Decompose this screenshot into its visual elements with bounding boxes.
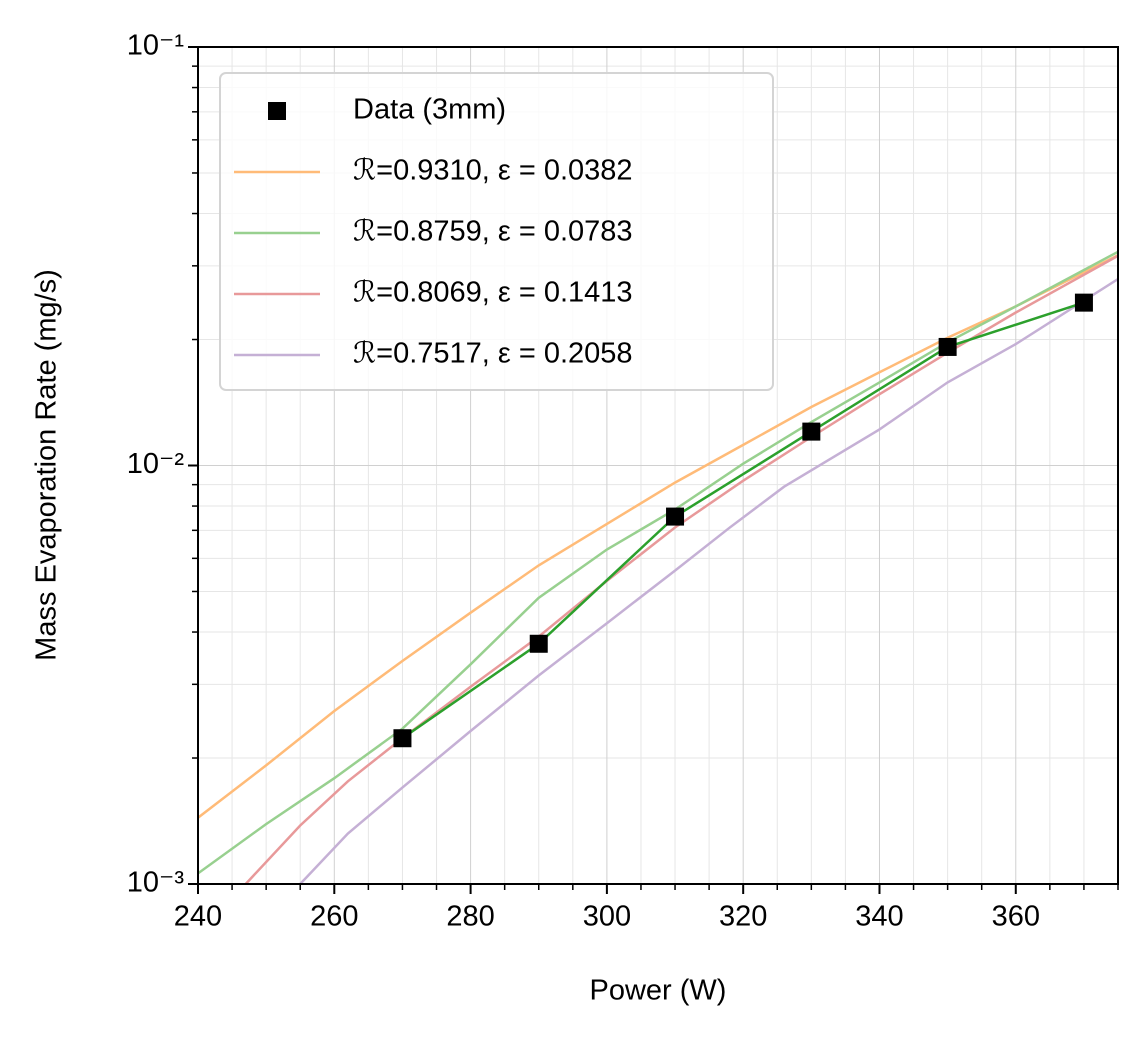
- data-marker: [938, 337, 957, 356]
- x-tick-label: 320: [719, 901, 767, 933]
- x-tick-label: 360: [992, 901, 1040, 933]
- data-marker: [802, 422, 821, 441]
- y-tick-label: 10⁻²: [127, 448, 185, 480]
- series-line: [198, 250, 1118, 875]
- data-marker: [1074, 293, 1093, 312]
- y-tick-label: 10⁻¹: [127, 30, 185, 62]
- plot-frame: [197, 46, 1119, 885]
- legend-label: ℛ=0.8069, ε = 0.1413: [353, 277, 633, 309]
- y-tick-label: 10⁻³: [127, 867, 185, 899]
- x-tick-label: 280: [446, 901, 494, 933]
- series-line: [244, 254, 1118, 884]
- y-axis-label: Mass Evaporation Rate (mg/s): [31, 269, 63, 661]
- legend-label: ℛ=0.9310, ε = 0.0382: [353, 155, 633, 187]
- data-marker: [393, 729, 412, 748]
- x-tick-label: 340: [855, 901, 903, 933]
- x-axis-label: Power (W): [590, 975, 727, 1007]
- legend-label: ℛ=0.8759, ε = 0.0783: [353, 216, 633, 248]
- legend-label: ℛ=0.7517, ε = 0.2058: [353, 338, 633, 370]
- data-marker: [666, 507, 685, 526]
- legend-box: [219, 72, 774, 391]
- plot-area: [198, 250, 1118, 884]
- x-tick-label: 300: [583, 901, 631, 933]
- data-marker: [529, 634, 548, 653]
- x-tick-label: 260: [310, 901, 358, 933]
- series-line: [198, 254, 1118, 819]
- legend-marker: [268, 102, 286, 120]
- x-tick-label: 240: [174, 901, 222, 933]
- series-line: [299, 277, 1118, 884]
- legend-label: Data (3mm): [353, 94, 506, 126]
- data-line: [401, 301, 1085, 740]
